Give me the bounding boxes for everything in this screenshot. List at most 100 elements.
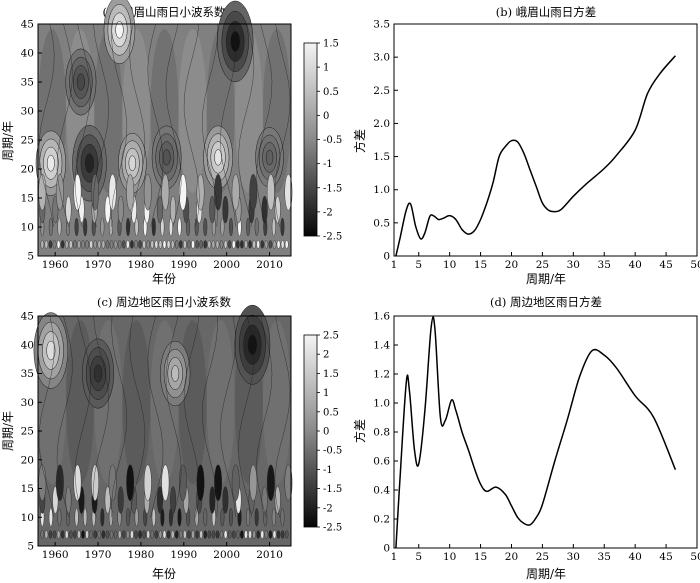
- panel-a-cell: [174, 240, 179, 249]
- panel-a-cell: [183, 240, 187, 249]
- panel-c-cell: [261, 486, 268, 514]
- panel-c-cell: [274, 486, 281, 514]
- panel-a-cell: [264, 240, 269, 249]
- panel-a-cb-tick-label: -0.5: [323, 135, 342, 146]
- panel-c-ytick-label: 15: [21, 483, 34, 495]
- panel-c-cell: [85, 530, 89, 539]
- panel-a-cell: [91, 173, 99, 211]
- panel-c-xtick-label: 1990: [170, 549, 197, 561]
- panel-d-xtick-label: 20: [505, 551, 518, 563]
- panel-c-cell: [52, 530, 57, 539]
- panel-b-series-line: [395, 55, 676, 257]
- panel-a-cell: [108, 173, 117, 211]
- panel-a-cell: [48, 240, 53, 249]
- panel-c-cell: [73, 464, 82, 501]
- panel-c-cell: [209, 486, 216, 514]
- panel-a-contour: [165, 23, 182, 228]
- panel-c-cell: [48, 530, 53, 539]
- panel-c-cell: [134, 530, 138, 539]
- panel-a-cell: [240, 240, 244, 249]
- panel-d-xtick-label: 30: [567, 551, 580, 563]
- panel-c-cell: [211, 530, 216, 539]
- panel-a-cell: [55, 173, 64, 211]
- panel-c-cell: [264, 530, 269, 539]
- panel-c-cell: [215, 530, 220, 539]
- panel-b-xlabel: 周期/年: [526, 272, 566, 286]
- panel-a-xtick-label: 1980: [128, 259, 155, 271]
- panel-a-contour: [256, 23, 273, 228]
- panel-a-cell: [256, 240, 260, 249]
- panel-c-plot: [33, 304, 293, 546]
- panel-a-cb-tick-label: 1: [323, 63, 329, 74]
- panel-b-ytick-label: 1.5: [373, 151, 390, 163]
- panel-a-cell: [268, 240, 273, 249]
- panel-a-contour: [74, 23, 91, 228]
- panel-a-cell: [64, 240, 69, 249]
- panel-c-cell: [126, 464, 135, 501]
- panel-a-cell: [249, 173, 258, 211]
- panel-c-cell: [117, 486, 124, 514]
- panel-a-cell: [89, 240, 93, 249]
- panel-c-contour: [256, 315, 273, 518]
- panel-a-cell: [244, 240, 248, 249]
- panel-c-cell: [161, 464, 170, 501]
- panel-a-cell: [246, 217, 251, 237]
- panel-c-cb-tick-label: 2.5: [323, 331, 339, 342]
- panel-a-cell: [57, 217, 62, 237]
- panel-b-xtick-label: 1: [391, 259, 398, 271]
- panel-c-cell: [240, 530, 244, 539]
- panel-a-contour: [183, 23, 200, 228]
- panel-a-contour: [111, 23, 128, 228]
- panel-a-cell: [266, 173, 275, 211]
- panel-c-cell: [65, 486, 72, 514]
- panel-a-ytick-label: 35: [21, 77, 34, 89]
- panel-c-cell: [138, 530, 142, 539]
- panel-a-cell: [280, 240, 285, 249]
- panel-c-ytick-label: 20: [21, 454, 34, 466]
- panel-c-blob: [171, 365, 180, 382]
- panel-c-cell: [178, 530, 183, 539]
- panel-c-cell: [252, 530, 256, 539]
- panel-a-contour: [93, 23, 109, 228]
- panel-b-xtick-label: 20: [505, 259, 518, 271]
- panel-c-ytick-label: 45: [21, 311, 34, 323]
- panel-b-ytick-label: 3.5: [373, 19, 390, 31]
- panel-d-ytick-label: 0.4: [373, 485, 390, 497]
- panel-c-cell: [117, 530, 122, 539]
- panel-c-contour: [183, 315, 200, 518]
- panel-a: (a) 峨眉山雨日小波系数 1960 1970 1980 1990 2000 201051…: [1, 0, 342, 286]
- panel-a-cell: [166, 240, 171, 249]
- panel-d-xtick-label: 40: [628, 551, 641, 563]
- panel-a-cell: [81, 240, 85, 249]
- panel-a-blob: [128, 155, 137, 171]
- panel-c-blob: [247, 334, 258, 355]
- panel-d-ytick-label: 1.0: [373, 398, 390, 410]
- panel-c-cell: [244, 530, 248, 539]
- panel-a-blob: [84, 153, 94, 173]
- panel-a-plot: [35, 0, 293, 256]
- panel-c-cell: [69, 530, 73, 539]
- panel-c-cb-tick-label: -1: [323, 465, 333, 476]
- panel-c-xtick-label: 1960: [42, 549, 69, 561]
- panel-a-blob: [162, 149, 171, 166]
- panel-a-cell: [85, 240, 89, 249]
- panel-a-cell: [272, 240, 277, 249]
- panel-a-cell: [276, 240, 281, 249]
- panel-a-cell: [284, 173, 293, 211]
- panel-c-ytick-label: 25: [21, 426, 34, 438]
- panel-c-cell: [151, 508, 156, 527]
- panel-c-contour: [129, 315, 146, 518]
- panel-a-xtick-label: 2010: [256, 259, 283, 271]
- panel-d-title: (d) 周边地区雨日方差: [490, 295, 602, 309]
- panel-a-cell: [274, 195, 281, 224]
- panel-d-xtick-label: 35: [598, 551, 611, 563]
- panel-b-xtick-label: 35: [598, 259, 611, 271]
- panel-c-contour: [220, 315, 236, 518]
- panel-a-cell: [178, 240, 183, 249]
- panel-a-cell: [231, 240, 236, 249]
- panel-a-contour: [220, 23, 236, 228]
- panel-a-ytick-label: 5: [27, 251, 34, 263]
- panel-c-contour: [74, 315, 91, 518]
- panel-a-cell: [231, 173, 240, 211]
